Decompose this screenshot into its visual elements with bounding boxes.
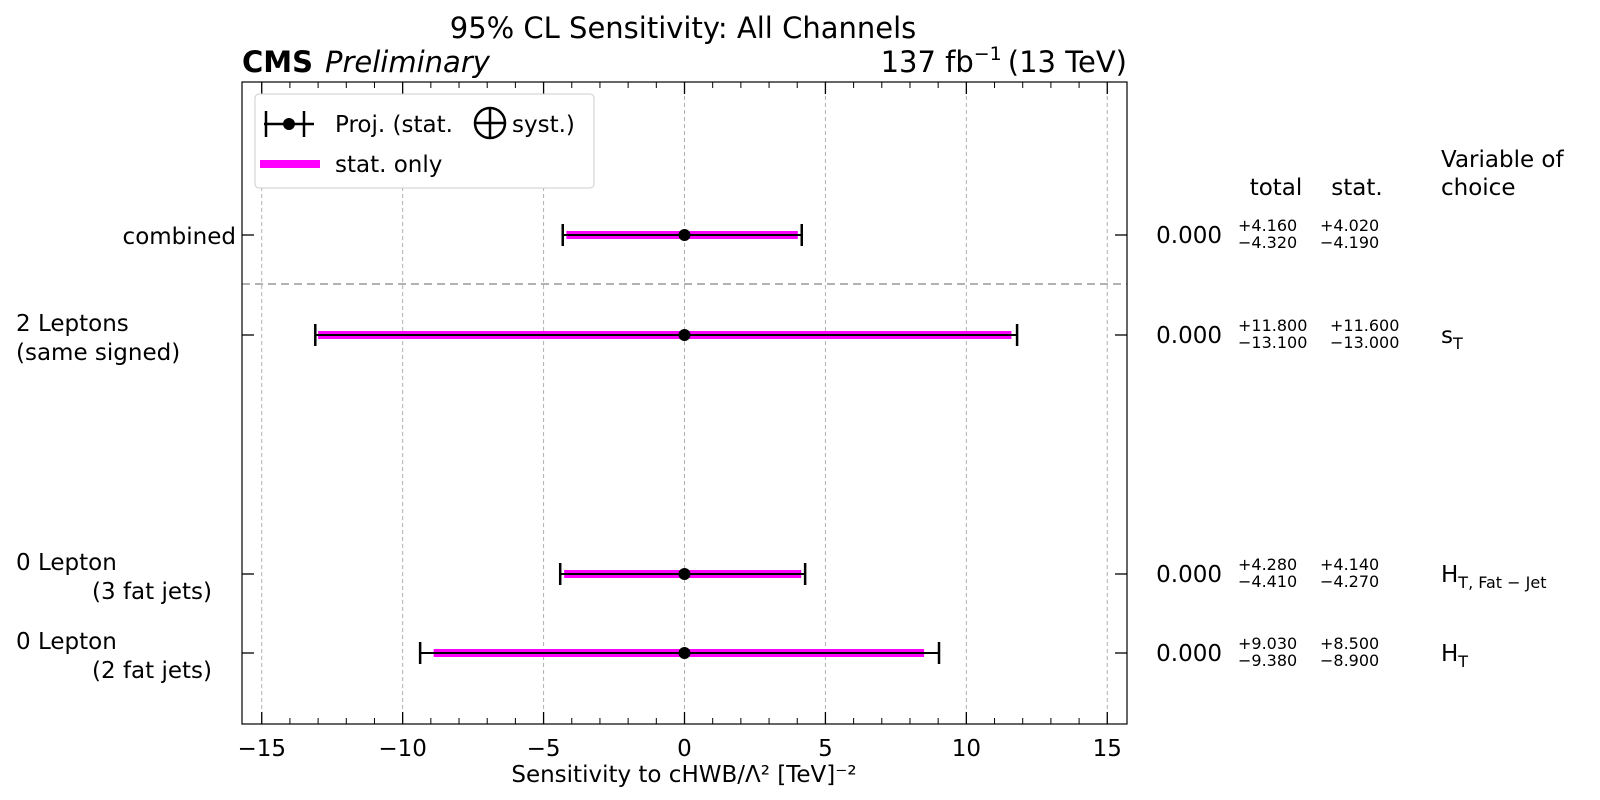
- stat-minus: −8.900: [1320, 651, 1379, 670]
- central-value-point: [678, 329, 691, 341]
- total-plus: +4.160: [1238, 216, 1297, 235]
- table-header-total: total: [1250, 175, 1303, 201]
- variable-of-choice: HT: [1441, 641, 1468, 671]
- total-minus: −13.100: [1238, 333, 1307, 352]
- stat-plus: +4.140: [1320, 555, 1379, 574]
- legend-proj-marker: [264, 111, 314, 137]
- row-label-line1: 0 Lepton: [16, 629, 117, 655]
- stat-minus: −4.270: [1320, 572, 1379, 591]
- status-label: Preliminary: [325, 45, 491, 79]
- chart-title: 95% CL Sensitivity: All Channels: [450, 11, 917, 45]
- row-label-line2: (2 fat jets): [92, 658, 212, 684]
- stat-plus: +4.020: [1320, 216, 1379, 235]
- central-value-point: [678, 229, 691, 241]
- legend-stat-label: stat. only: [335, 152, 442, 178]
- central-value: 0.000: [1156, 323, 1222, 349]
- stat-plus: +8.500: [1320, 634, 1379, 653]
- x-tick-label: −10: [378, 736, 427, 762]
- central-value: 0.000: [1156, 223, 1222, 249]
- x-axis-label: Sensitivity to cHWB/Λ² [TeV]⁻²: [511, 762, 856, 788]
- legend-proj-label: Proj. (stat.: [335, 112, 453, 138]
- x-tick-label: −15: [237, 736, 286, 762]
- value-table: 0.000 +4.160−4.320 +4.020−4.190 0.000 +11.80…: [1156, 216, 1546, 671]
- variable-of-choice: sT: [1441, 323, 1463, 353]
- grid-lines: [261, 82, 1108, 724]
- error-bars: [314, 224, 1019, 664]
- lumi-label: 137 fb−1 (13 TeV): [881, 43, 1127, 79]
- legend-box: [254, 93, 595, 189]
- total-plus: +4.280: [1238, 555, 1297, 574]
- central-value-point: [678, 647, 691, 659]
- legend-proj-label-cont: syst.): [512, 112, 575, 138]
- oplus-icon: [473, 106, 507, 140]
- stat-minus: −13.000: [1330, 333, 1399, 352]
- x-tick-label: −5: [527, 736, 561, 762]
- legend: Proj. (stat. syst.) stat. only: [254, 93, 595, 189]
- central-value: 0.000: [1156, 562, 1222, 588]
- axis-ticks: −15 −10 −5 0 5 10 15: [237, 82, 1127, 762]
- row-label-line1: 0 Lepton: [16, 550, 117, 576]
- variable-of-choice: HT, Fat − Jet: [1441, 562, 1546, 592]
- x-tick-label: 5: [818, 736, 833, 762]
- total-minus: −9.380: [1238, 651, 1297, 670]
- table-header-stat: stat.: [1331, 175, 1382, 201]
- central-value-point: [678, 568, 691, 580]
- central-value: 0.000: [1156, 641, 1222, 667]
- x-tick-label: 0: [677, 736, 692, 762]
- table-header-variable: Variable of choice: [1441, 147, 1571, 201]
- total-minus: −4.410: [1238, 572, 1297, 591]
- total-minus: −4.320: [1238, 233, 1297, 252]
- total-plus: +11.800: [1238, 316, 1307, 335]
- row-label-line2: (3 fat jets): [92, 579, 212, 605]
- stat-plus: +11.600: [1330, 316, 1399, 335]
- x-tick-label: 10: [952, 736, 981, 762]
- experiment-label: CMS: [242, 45, 313, 79]
- row-labels: combined 2 Leptons (same signed) 0 Lepton (3…: [16, 224, 236, 684]
- stat-minus: −4.190: [1320, 233, 1379, 252]
- row-label-line2: (same signed): [16, 340, 180, 366]
- row-label: combined: [123, 224, 236, 250]
- row-label-line1: 2 Leptons: [16, 311, 129, 337]
- total-plus: +9.030: [1238, 634, 1297, 653]
- x-tick-label: 15: [1093, 736, 1122, 762]
